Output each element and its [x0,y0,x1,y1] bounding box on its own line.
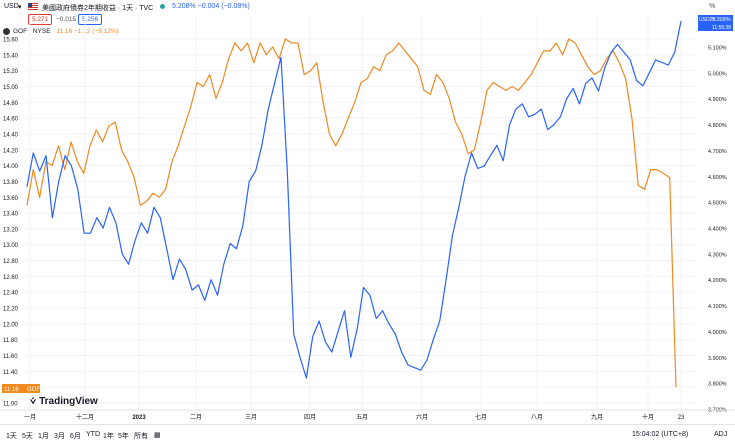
range-1d[interactable]: 1天 [6,433,17,440]
us2y-badge-time: 11:55:38 [712,25,731,31]
right-tick-label: 4.600% [708,175,727,181]
right-tick-label: 4.300% [708,252,727,258]
left-tick-label: 14.00 [3,164,19,170]
left-tick-label: 13.00 [3,243,19,249]
gof-price-badge [2,384,40,393]
left-tick-label: 15.40 [3,53,19,59]
left-tick-label: 11.60 [3,354,18,360]
x-tick-label: 十二月 [76,413,94,421]
symbol-title[interactable]: 美國政府債券2年期收益 · 1天 · TVC [42,5,154,12]
x-tick-label: 二月 [190,414,202,421]
gof-legend[interactable]: GOF · NYSE 11.16 −1.12 (−9.12%) [3,28,119,35]
x-tick-label: 23 [678,415,685,421]
market-status-icon [160,4,165,9]
price-chart[interactable]: 15.60 15.40 15.20 15.00 14.80 14.60 14.40 14.20… [0,0,735,424]
x-tick-label: 六月 [416,413,428,421]
left-tick-label: 12.40 [3,291,19,297]
gof-series-line [26,38,677,388]
right-tick-label: 3.800% [708,382,727,388]
left-tick-label: 11.00 [3,402,18,408]
range-1m[interactable]: 1月 [38,433,49,440]
currency-selector[interactable]: USD [4,3,19,10]
x-tick-label: 九月 [591,413,603,421]
right-tick-label: 4.400% [708,227,727,233]
bottom-toolbar: 1天 5天 1月 3月 6月 YTD 1年 5年 所有 ▦ 15:04:02 (… [0,424,735,444]
sell-price-box[interactable]: 5.271 [28,14,53,25]
x-axis: 一月 十二月 2023 二月 三月 四月 五月 六月 七月 八月 九月 十月 23 [0,409,735,421]
gof-price-badge-ticker: GOF [27,387,40,393]
range-5d[interactable]: 5天 [22,433,33,440]
left-tick-label: 14.20 [3,148,19,154]
x-tick-label: 八月 [531,414,543,421]
tradingview-name: TradingView [39,396,98,407]
x-tick-label: 五月 [356,414,368,421]
right-tick-label: 4.000% [708,330,727,336]
adj-toggle[interactable]: ADJ [714,431,728,438]
right-tick-label: 3.900% [708,356,727,362]
gof-price-badge-text: 11.16 [4,387,19,393]
left-tick-label: 12.00 [3,322,19,328]
right-tick-label: 4.800% [708,123,727,129]
x-tick-label: 三月 [245,414,257,421]
right-tick-label: 4.700% [708,149,727,155]
series-lines [26,20,682,388]
range-5y[interactable]: 5年 [118,433,129,440]
clock-time: 15:04:02 (UTC+8) [632,431,689,438]
us2y-badge-price: 5.208% [712,17,731,23]
right-tick-label: 4.200% [708,278,727,284]
buy-price-box[interactable]: 5.256 [78,14,103,25]
calendar-icon[interactable]: ▦ [154,432,161,439]
left-tick-label: 13.60 [3,196,19,202]
chevron-down-icon[interactable]: ▾ [18,4,22,11]
range-all[interactable]: 所有 [134,433,148,440]
left-tick-label: 12.60 [3,275,19,281]
chart-header: USD ▾ 美國政府債券2年期收益 · 1天 · TVC 5.208% −0.0… [0,0,735,14]
range-3m[interactable]: 3月 [54,433,65,440]
left-tick-label: 13.20 [3,227,19,233]
left-tick-label: 15.60 [3,38,19,44]
x-tick-label: 一月 [24,414,36,421]
left-tick-label: 11.40 [3,370,18,376]
tradingview-icon: ⩒ [30,396,37,407]
symbol-values: 5.208% −0.004 (−0.08%) [172,3,250,10]
gof-legend-label: GOF · NYSE [13,28,51,36]
us-flag-icon [28,3,38,10]
left-tick-label: 12.80 [3,259,19,265]
left-tick-label: 15.20 [3,69,19,75]
right-tick-label: 4.900% [708,97,727,103]
right-tick-label: 4.100% [708,304,727,310]
left-tick-label: 11.80 [3,338,18,344]
right-tick-label: 4.500% [708,201,727,207]
grid [26,16,697,410]
left-tick-label: 14.40 [3,132,19,138]
left-tick-label: 13.80 [3,180,19,186]
range-6m[interactable]: 6月 [70,433,81,440]
x-tick-label: 七月 [475,413,487,421]
right-tick-label: 5.000% [708,71,727,77]
left-tick-label: 13.40 [3,212,19,218]
usd2y-series-line [26,20,682,379]
right-axis: 5.100% 5.000% 4.900% 4.800% 4.700% 4.600% 4.50… [708,46,727,414]
x-tick-label: 2023 [132,415,146,421]
us2y-badge-ticker: USD2Y [699,17,716,23]
left-tick-label: 12.20 [3,307,19,313]
range-1y[interactable]: 1年 [103,433,114,440]
axis-unit-label: % [709,3,716,10]
us2y-price-badge [698,15,733,31]
left-tick-label: 14.60 [3,117,19,123]
right-tick-label: 5.100% [708,46,727,52]
tradingview-logo[interactable]: ⩒ TradingView [30,396,98,407]
x-tick-label: 十月 [642,413,654,421]
price-change: −0.015 [56,16,77,23]
left-axis: 15.60 15.40 15.20 15.00 14.80 14.60 14.40 14.20… [3,38,19,408]
gof-logo-icon [3,28,10,35]
range-ytd[interactable]: YTD [86,431,100,438]
price-badges: 11.16 GOF USD2Y 5.208% 11:55:38 [2,15,733,393]
gof-legend-values: 11.16 −1.12 (−9.12%) [56,28,119,36]
left-tick-label: 15.00 [3,85,19,91]
left-tick-label: 14.80 [3,101,19,107]
x-tick-label: 四月 [304,414,316,421]
